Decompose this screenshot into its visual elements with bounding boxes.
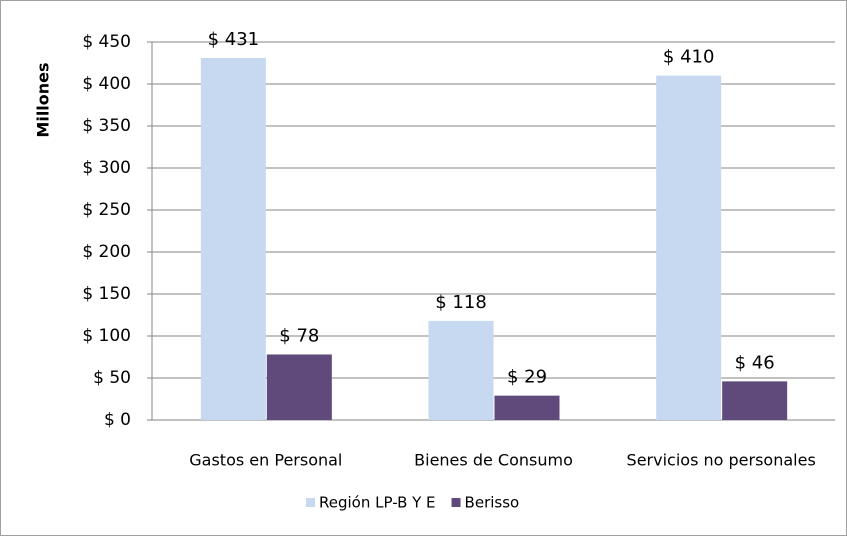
bar (722, 381, 788, 420)
bar (266, 354, 332, 420)
y-tick-label: $ 300 (82, 158, 131, 178)
legend-swatch (306, 498, 315, 507)
y-tick-label: $ 400 (82, 74, 131, 94)
value-label: $ 29 (507, 367, 547, 388)
y-tick-label: $ 200 (82, 242, 131, 262)
legend-label: Berisso (465, 494, 520, 512)
bar (494, 395, 560, 420)
value-label: $ 78 (279, 325, 319, 346)
y-tick-label: $ 150 (82, 284, 131, 304)
legend-label: Región LP-B Y E (319, 494, 436, 512)
bar (428, 320, 494, 420)
x-tick-label: Bienes de Consumo (414, 451, 573, 470)
bar (656, 75, 722, 420)
y-tick-label: $ 50 (93, 368, 131, 388)
y-tick-label: $ 0 (104, 410, 131, 430)
y-axis-label: Millones (34, 62, 53, 137)
legend-swatch (451, 498, 461, 507)
value-label: $ 431 (208, 29, 260, 50)
value-label: $ 410 (663, 47, 715, 68)
y-tick-label: $ 100 (82, 326, 131, 346)
value-label: $ 118 (435, 292, 487, 313)
bar (200, 57, 266, 421)
y-tick-label: $ 350 (82, 116, 131, 136)
y-tick-label: $ 450 (82, 32, 131, 52)
x-tick-label: Gastos en Personal (189, 451, 342, 470)
x-tick-label: Servicios no personales (627, 451, 816, 470)
y-tick-label: $ 250 (82, 200, 131, 220)
value-label: $ 46 (735, 352, 775, 373)
